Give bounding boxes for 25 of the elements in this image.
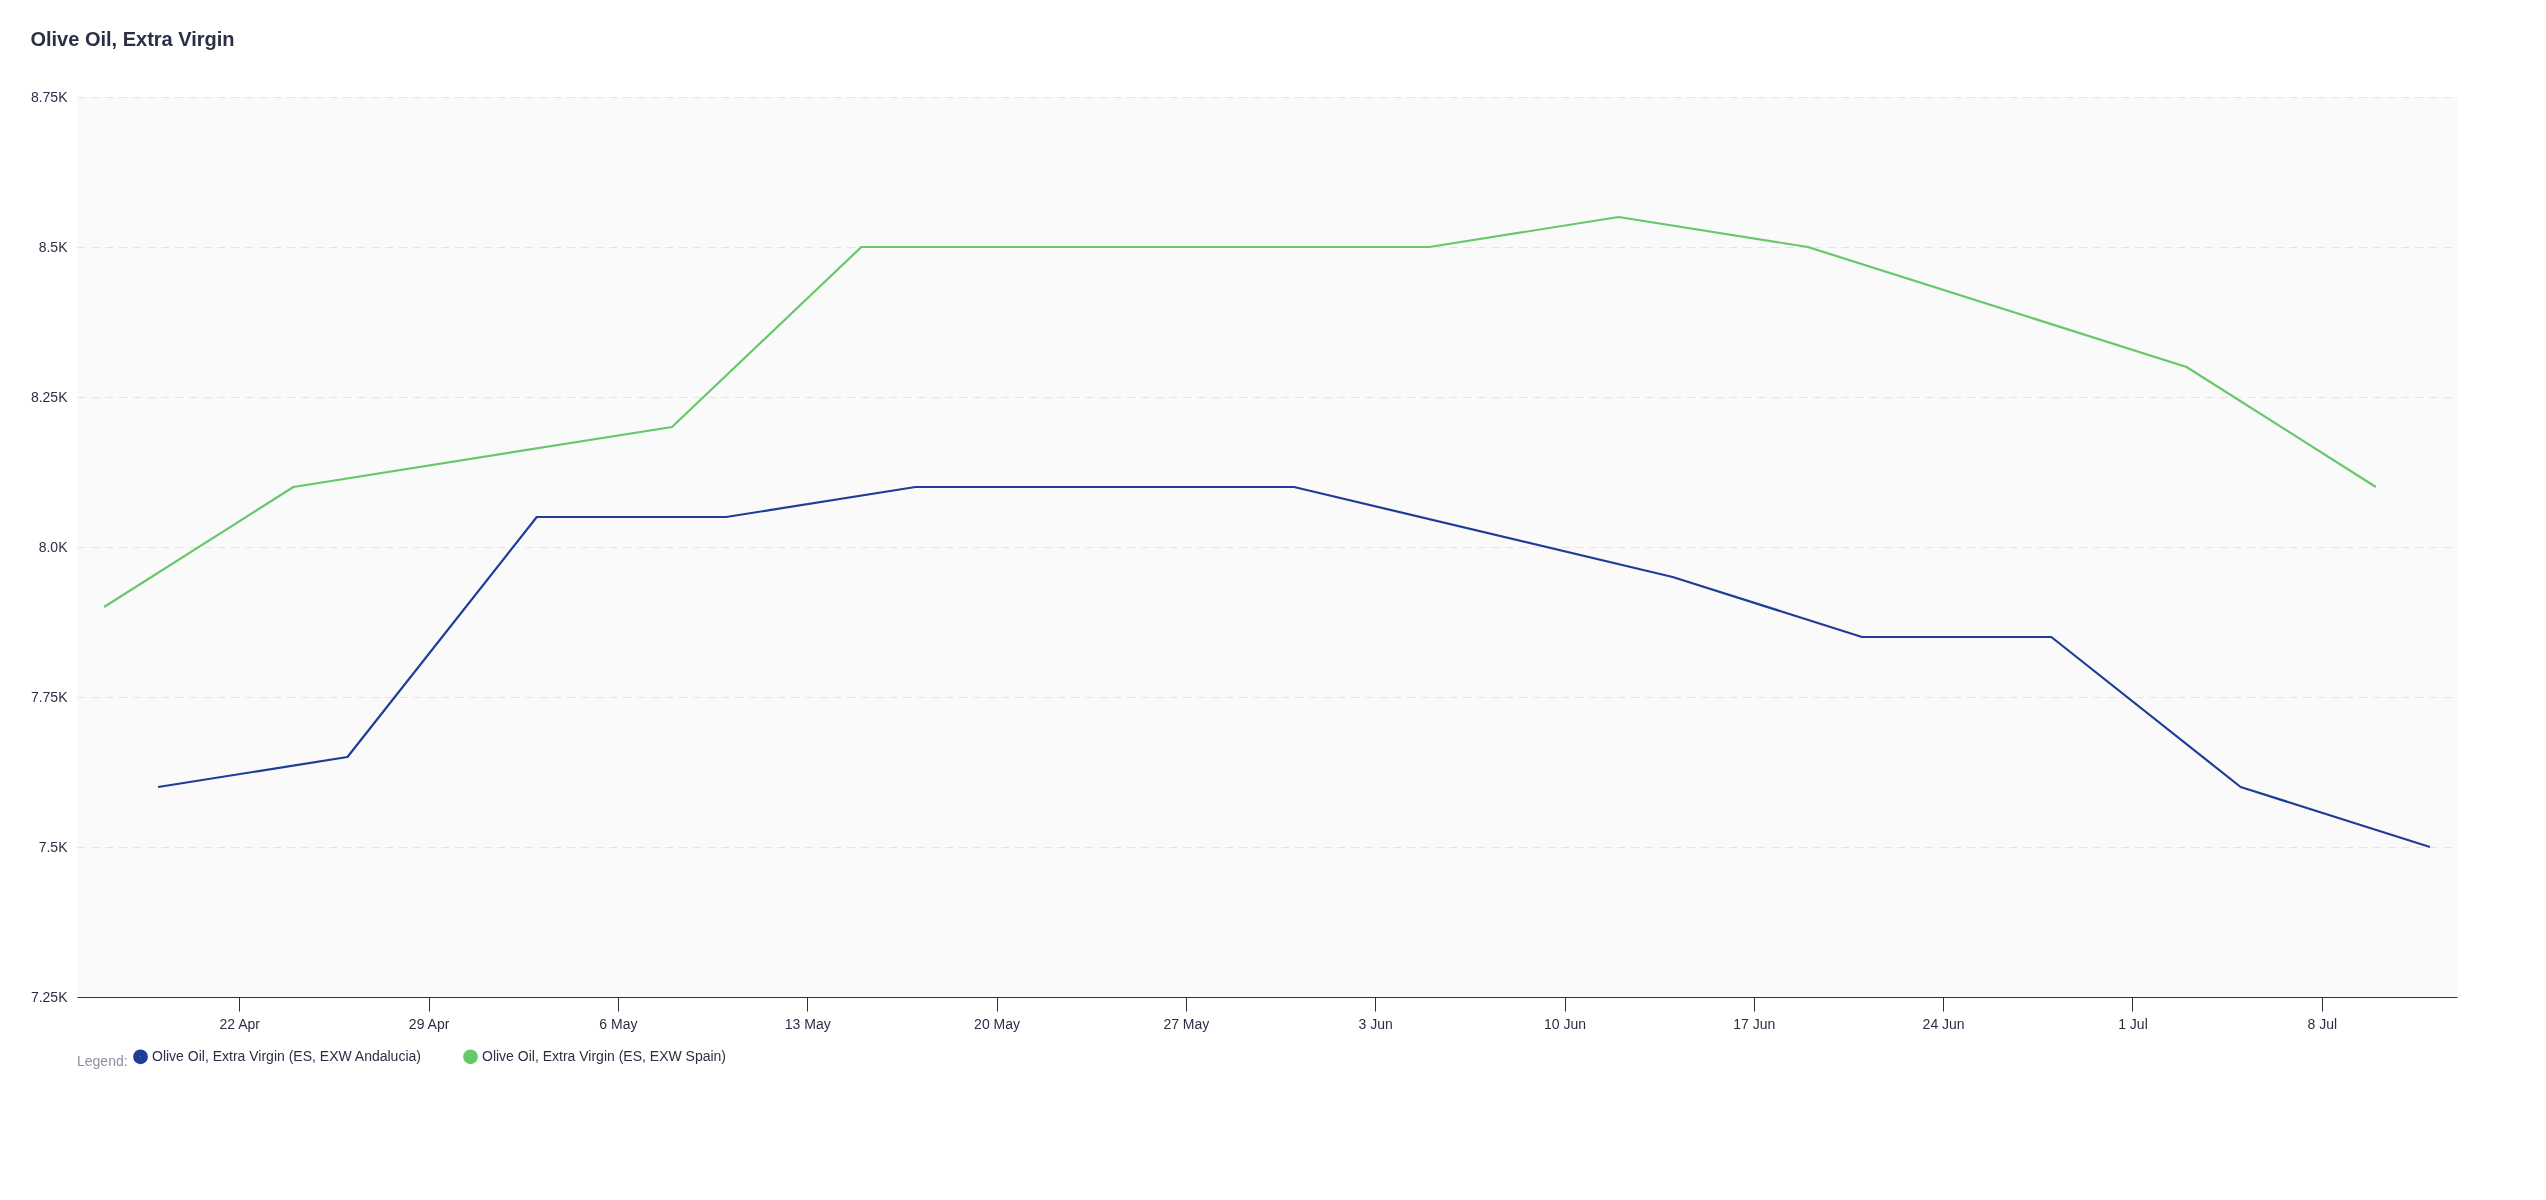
y-tick-label: 8.25K (30, 388, 69, 405)
legend-label: Olive Oil, Extra Virgin (ES, EXW Andalucia) (152, 1047, 421, 1064)
x-tick-label: 13 May (784, 1015, 831, 1032)
x-tick-label: 10 Jun (1543, 1015, 1587, 1032)
x-tick-label: 22 Apr (219, 1015, 261, 1032)
chart-title: Olive Oil, Extra Virgin (30, 28, 235, 50)
y-tick-label: 8.0K (38, 538, 69, 555)
x-tick-label: 24 Jun (1922, 1015, 1965, 1032)
y-tick-label: 7.5K (38, 838, 69, 855)
legend-title: Legend: (77, 1053, 128, 1069)
x-tick-label: 3 Jun (1358, 1015, 1393, 1032)
line-series (157, 485, 2432, 849)
x-tick-label: 29 Apr (408, 1015, 450, 1032)
y-tick-label: 8.5K (38, 238, 69, 255)
legend-label: Olive Oil, Extra Virgin (ES, EXW Spain) (482, 1047, 727, 1064)
y-tick-label: 7.25K (30, 988, 69, 1005)
x-tick-label: 8 Jul (2307, 1015, 2338, 1032)
x-tick-label: 6 May (599, 1015, 638, 1032)
y-tick-label: 8.75K (30, 88, 69, 105)
x-tick-label: 1 Jul (2118, 1015, 2148, 1032)
line-series (102, 215, 2377, 609)
x-tick-label: 27 May (1163, 1015, 1210, 1032)
y-tick-label: 7.75K (30, 688, 69, 705)
x-tick-label: 17 Jun (1733, 1015, 1776, 1032)
x-tick-label: 20 May (974, 1015, 1021, 1032)
